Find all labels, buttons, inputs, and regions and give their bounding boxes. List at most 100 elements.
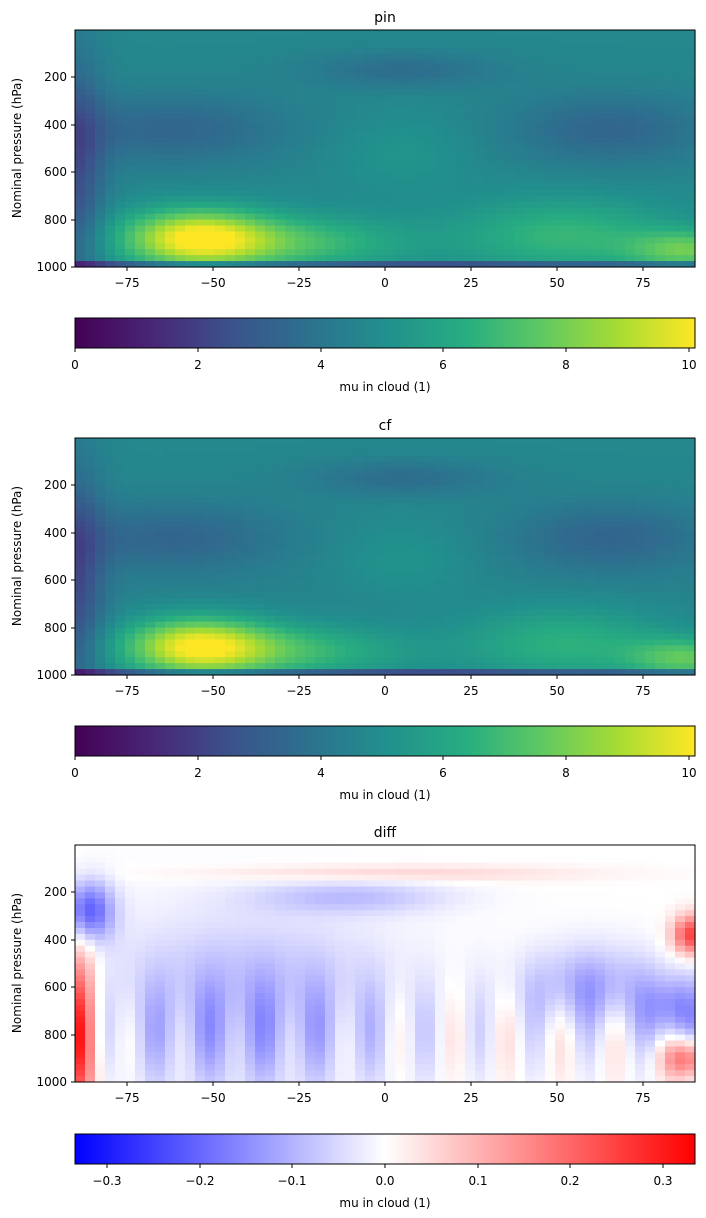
heatmap-cell xyxy=(95,47,106,55)
heatmap-cell xyxy=(225,473,236,481)
heatmap-cell xyxy=(135,166,146,173)
heatmap-cell xyxy=(195,142,206,150)
heatmap-cell xyxy=(415,124,426,132)
heatmap-cell xyxy=(475,651,486,658)
heatmap-cell xyxy=(325,443,336,451)
heatmap-cell xyxy=(475,59,486,67)
heatmap-cell xyxy=(505,597,516,605)
heatmap-cell xyxy=(235,172,246,179)
heatmap-cell xyxy=(275,645,286,652)
heatmap-cell xyxy=(215,148,226,156)
heatmap-cell xyxy=(585,219,596,227)
heatmap-cell xyxy=(335,580,346,587)
heatmap-cell xyxy=(195,237,206,244)
heatmap-cell xyxy=(235,59,246,67)
heatmap-cell xyxy=(85,59,96,67)
heatmap-cell xyxy=(135,83,146,90)
heatmap-cell xyxy=(215,562,226,569)
heatmap-cell xyxy=(245,461,256,469)
heatmap-cell xyxy=(185,663,196,670)
heatmap-cell xyxy=(205,207,216,215)
heatmap-cell xyxy=(445,35,456,43)
heatmap-cell xyxy=(175,118,186,126)
heatmap-cell xyxy=(535,663,546,670)
heatmap-cell xyxy=(515,509,526,516)
heatmap-cell xyxy=(185,627,196,635)
heatmap-cell xyxy=(395,645,406,652)
heatmap-cell xyxy=(275,89,286,96)
heatmap-cell xyxy=(265,544,276,552)
heatmap-cell xyxy=(185,580,196,587)
heatmap-cell xyxy=(345,550,356,558)
x-tick-label: 75 xyxy=(635,276,650,290)
heatmap-cell xyxy=(295,461,306,469)
heatmap-cell xyxy=(385,225,396,233)
heatmap-cell xyxy=(385,461,396,469)
heatmap-cell xyxy=(615,520,626,528)
heatmap-cell xyxy=(425,544,436,552)
heatmap-cell xyxy=(625,83,636,90)
heatmap-cell xyxy=(685,83,696,90)
heatmap-cell xyxy=(265,237,276,244)
heatmap-cell xyxy=(675,562,686,569)
heatmap-cell xyxy=(645,621,656,629)
heatmap-cell xyxy=(145,89,156,96)
heatmap-cell xyxy=(675,213,686,221)
heatmap-cell xyxy=(235,609,246,617)
heatmap-cell xyxy=(325,130,336,138)
heatmap-cell xyxy=(375,30,386,37)
heatmap-cell xyxy=(125,231,136,238)
heatmap-cell xyxy=(325,83,336,90)
heatmap-cell xyxy=(395,195,406,203)
heatmap-cell xyxy=(525,651,536,658)
heatmap-cell xyxy=(585,142,596,150)
heatmap-cell xyxy=(665,213,676,221)
heatmap-cell xyxy=(625,142,636,150)
heatmap-cell xyxy=(495,89,506,96)
heatmap-cell xyxy=(425,95,436,102)
heatmap-cell xyxy=(235,136,246,144)
heatmap-cell xyxy=(685,237,696,244)
heatmap-cell xyxy=(685,225,696,233)
heatmap-cell xyxy=(685,461,696,469)
heatmap-cell xyxy=(235,645,246,652)
heatmap-cell xyxy=(665,184,676,191)
heatmap-cell xyxy=(345,520,356,528)
heatmap-cell xyxy=(425,30,436,37)
heatmap-cell xyxy=(595,544,606,552)
heatmap-cell xyxy=(615,532,626,540)
heatmap-cell xyxy=(255,556,266,564)
heatmap-cell xyxy=(205,112,216,120)
heatmap-cell xyxy=(585,609,596,617)
heatmap-cell xyxy=(405,243,416,250)
heatmap-cell xyxy=(115,148,126,156)
heatmap-cell xyxy=(365,243,376,250)
heatmap-cell xyxy=(605,83,616,90)
heatmap-cell xyxy=(95,136,106,144)
heatmap-cell xyxy=(175,485,186,492)
heatmap-cell xyxy=(315,166,326,173)
heatmap-cell xyxy=(405,71,416,78)
heatmap-cell xyxy=(395,95,406,102)
heatmap-cell xyxy=(105,592,116,599)
heatmap-cell xyxy=(575,136,586,144)
heatmap-cell xyxy=(305,586,316,593)
heatmap-cell xyxy=(85,213,96,221)
heatmap-cell xyxy=(75,255,86,262)
heatmap-cell xyxy=(555,47,566,55)
heatmap-cell xyxy=(515,550,526,558)
heatmap-cell xyxy=(565,520,576,528)
heatmap-cell xyxy=(665,615,676,623)
heatmap-cell xyxy=(485,651,496,658)
heatmap-cell xyxy=(495,107,506,114)
heatmap-cell xyxy=(95,597,106,605)
heatmap-cell xyxy=(405,112,416,120)
heatmap-cell xyxy=(325,586,336,593)
heatmap-cell xyxy=(645,449,656,457)
heatmap-cell xyxy=(405,124,416,132)
heatmap-cell xyxy=(455,249,466,256)
heatmap-cell xyxy=(275,592,286,599)
heatmap-cell xyxy=(85,89,96,96)
heatmap-cell xyxy=(645,455,656,463)
heatmap-cell xyxy=(435,597,446,605)
